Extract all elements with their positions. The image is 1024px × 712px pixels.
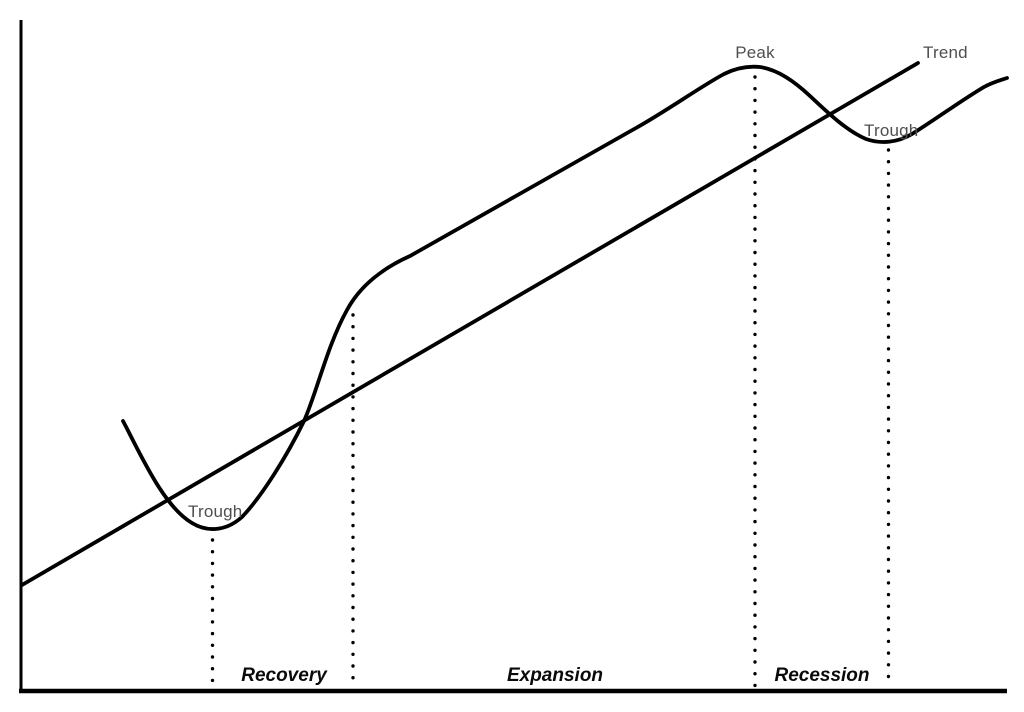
trend-line [20, 61, 920, 587]
peak-label: Peak [735, 43, 775, 62]
phase-label-expansion: Expansion [506, 665, 604, 686]
phase-label-recession: Recession [774, 665, 870, 686]
trough-left-label: Trough [188, 502, 243, 521]
trend-label: Trend [923, 43, 968, 62]
business-cycle-curve [121, 64, 1009, 531]
trough-right-label: Trough [864, 121, 919, 140]
phase-label-recovery: Recovery [241, 665, 327, 686]
